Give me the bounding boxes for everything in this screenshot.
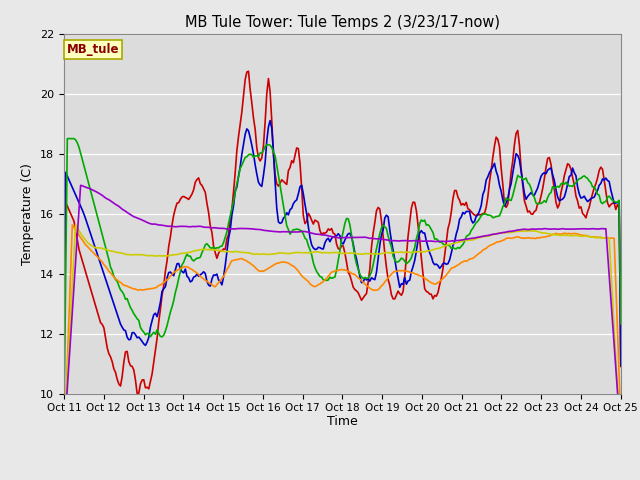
X-axis label: Time: Time [327,415,358,428]
Title: MB Tule Tower: Tule Temps 2 (3/23/17-now): MB Tule Tower: Tule Temps 2 (3/23/17-now… [185,15,500,30]
Text: MB_tule: MB_tule [67,43,119,56]
Y-axis label: Temperature (C): Temperature (C) [22,163,35,264]
Legend: Tul2_Tw+2, Tul2_Ts-2, Tul2_Ts-4, Tul2_Ts-8, Tul2_Ts-16, Tul2_Ts-32: Tul2_Tw+2, Tul2_Ts-2, Tul2_Ts-4, Tul2_Ts… [65,476,620,480]
